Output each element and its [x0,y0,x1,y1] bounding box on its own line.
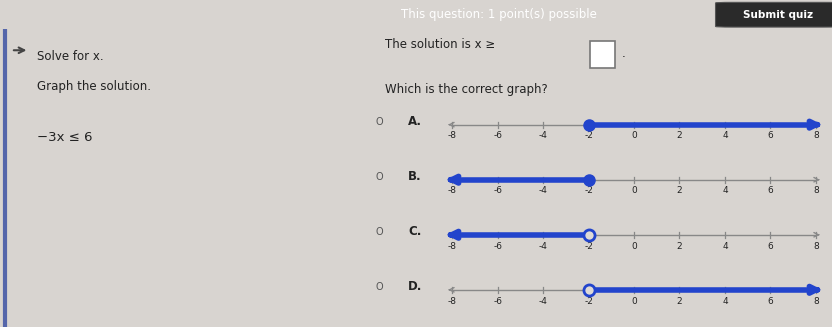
Text: -8: -8 [448,242,457,250]
Text: 8: 8 [813,242,819,250]
Text: 0: 0 [631,131,636,140]
Text: -4: -4 [538,242,547,250]
Text: This question: 1 point(s) possible: This question: 1 point(s) possible [401,8,597,21]
Text: 4: 4 [722,186,728,196]
Text: O: O [375,117,383,127]
Text: O: O [375,227,383,237]
Text: The solution is x ≥: The solution is x ≥ [384,38,498,51]
Text: −3x ≤ 6: −3x ≤ 6 [37,130,92,144]
Text: 6: 6 [767,131,773,140]
Text: 4: 4 [722,131,728,140]
Text: 4: 4 [722,297,728,305]
Text: -4: -4 [538,297,547,305]
Text: 8: 8 [813,131,819,140]
Text: -6: -6 [493,186,502,196]
Text: 4: 4 [722,242,728,250]
Text: .: . [622,47,625,60]
Text: O: O [375,282,383,292]
Text: -2: -2 [584,186,593,196]
Text: -2: -2 [584,131,593,140]
Text: Submit quiz: Submit quiz [743,10,813,20]
Text: -8: -8 [448,186,457,196]
Text: 2: 2 [676,186,682,196]
Text: -6: -6 [493,131,502,140]
Text: -8: -8 [448,131,457,140]
Text: C.: C. [408,225,421,238]
Text: 0: 0 [631,242,636,250]
Text: Solve for x.: Solve for x. [37,50,103,63]
Text: Graph the solution.: Graph the solution. [37,80,151,93]
Text: 6: 6 [767,242,773,250]
Text: 0: 0 [631,297,636,305]
Text: -8: -8 [448,297,457,305]
Bar [590,41,616,68]
Text: Which is the correct graph?: Which is the correct graph? [384,83,547,96]
Text: D.: D. [408,280,423,293]
Text: 0: 0 [631,186,636,196]
Text: O: O [375,172,383,182]
Text: -4: -4 [538,131,547,140]
Text: 8: 8 [813,297,819,305]
Text: -6: -6 [493,297,502,305]
Text: A.: A. [408,115,422,128]
Text: 8: 8 [813,186,819,196]
Text: -4: -4 [538,186,547,196]
Text: 2: 2 [676,131,682,140]
Text: 6: 6 [767,297,773,305]
Text: 2: 2 [676,242,682,250]
Text: -2: -2 [584,242,593,250]
Text: 6: 6 [767,186,773,196]
FancyBboxPatch shape [716,2,832,27]
Text: 2: 2 [676,297,682,305]
Text: B.: B. [408,170,422,183]
Text: -6: -6 [493,242,502,250]
Text: -2: -2 [584,297,593,305]
